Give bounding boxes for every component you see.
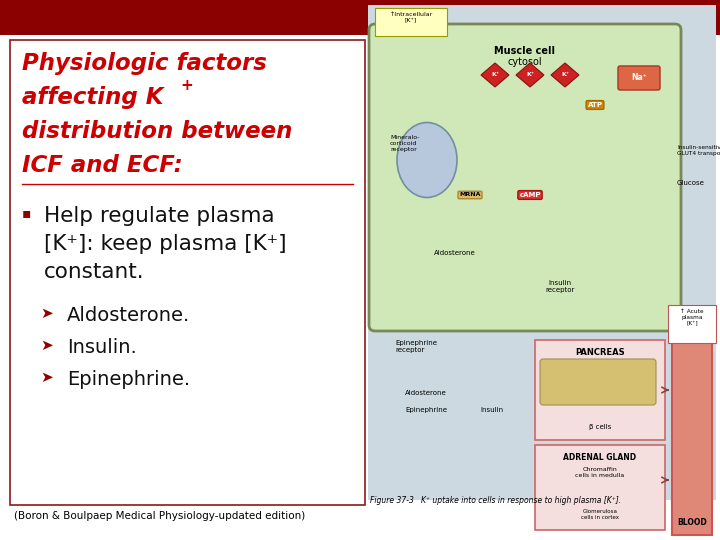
Text: BLOOD: BLOOD	[677, 518, 707, 527]
Text: Help regulate plasma: Help regulate plasma	[44, 206, 274, 226]
Polygon shape	[516, 63, 544, 87]
Text: Chromaffin
cells in medulla: Chromaffin cells in medulla	[575, 467, 625, 478]
Text: PANCREAS: PANCREAS	[575, 348, 625, 357]
Text: ➤: ➤	[40, 338, 53, 353]
Text: Na⁺: Na⁺	[631, 73, 647, 83]
Polygon shape	[551, 63, 579, 87]
Bar	[535, 445, 665, 530]
Text: Insulin.: Insulin.	[67, 338, 137, 357]
Text: ATP: ATP	[588, 102, 603, 108]
Text: ▪: ▪	[22, 206, 32, 220]
Bar	[0, 0, 720, 35]
Text: ICF and ECF:: ICF and ECF:	[22, 154, 183, 177]
Text: Physiologic factors: Physiologic factors	[22, 52, 267, 75]
Bar	[368, 5, 716, 500]
Text: Insulin
receptor: Insulin receptor	[545, 280, 575, 293]
Text: Epinephrine.: Epinephrine.	[67, 370, 190, 389]
Text: constant.: constant.	[44, 262, 145, 282]
Text: ADRENAL GLAND: ADRENAL GLAND	[564, 453, 636, 462]
Text: +: +	[180, 78, 193, 93]
Text: ➤: ➤	[40, 370, 53, 385]
Bar	[535, 340, 665, 440]
Text: Insulin-sensitive
GLUT4 transporter: Insulin-sensitive GLUT4 transporter	[677, 145, 720, 156]
Bar	[668, 305, 716, 343]
FancyBboxPatch shape	[618, 66, 660, 90]
Text: ↑Intracellular
[K⁺]: ↑Intracellular [K⁺]	[390, 12, 433, 23]
Text: K⁺: K⁺	[561, 72, 569, 78]
Ellipse shape	[397, 123, 457, 198]
Text: Figure 37-3   K⁺ uptake into cells in response to high plasma [K⁺].: Figure 37-3 K⁺ uptake into cells in resp…	[370, 496, 621, 505]
Text: Aldosterone: Aldosterone	[434, 250, 476, 256]
Text: MRNA: MRNA	[459, 192, 481, 198]
FancyBboxPatch shape	[540, 359, 656, 405]
Text: Insulin: Insulin	[480, 407, 503, 413]
Text: Muscle cell: Muscle cell	[495, 46, 556, 56]
Text: Glucose: Glucose	[677, 180, 705, 186]
Text: (Boron & Boulpaep Medical Physiology-updated edition): (Boron & Boulpaep Medical Physiology-upd…	[14, 511, 305, 521]
Bar	[672, 335, 712, 535]
Text: K⁺: K⁺	[526, 72, 534, 78]
Text: Mineralo-
corticoid
receptor: Mineralo- corticoid receptor	[390, 135, 420, 152]
Text: Aldosterone: Aldosterone	[405, 390, 446, 396]
Text: affecting K: affecting K	[22, 86, 163, 109]
FancyBboxPatch shape	[369, 24, 681, 331]
Text: [K⁺]: keep plasma [K⁺]: [K⁺]: keep plasma [K⁺]	[44, 234, 287, 254]
Text: Glomerulosa
cells in cortex: Glomerulosa cells in cortex	[581, 509, 619, 520]
Bar	[375, 8, 447, 36]
Text: cytosol: cytosol	[508, 57, 542, 67]
Text: cAMP: cAMP	[519, 192, 541, 198]
Text: ➤: ➤	[40, 306, 53, 321]
Polygon shape	[481, 63, 509, 87]
Text: Aldosterone.: Aldosterone.	[67, 306, 190, 325]
Text: Epinephrine: Epinephrine	[405, 407, 447, 413]
Text: Epinephrine
receptor: Epinephrine receptor	[395, 340, 437, 353]
Text: K⁺: K⁺	[491, 72, 499, 78]
Text: ↑ Acute
plasma
[K⁺]: ↑ Acute plasma [K⁺]	[680, 309, 704, 326]
Bar	[10, 40, 365, 505]
Text: distribution between: distribution between	[22, 120, 292, 143]
Text: β cells: β cells	[589, 424, 611, 430]
